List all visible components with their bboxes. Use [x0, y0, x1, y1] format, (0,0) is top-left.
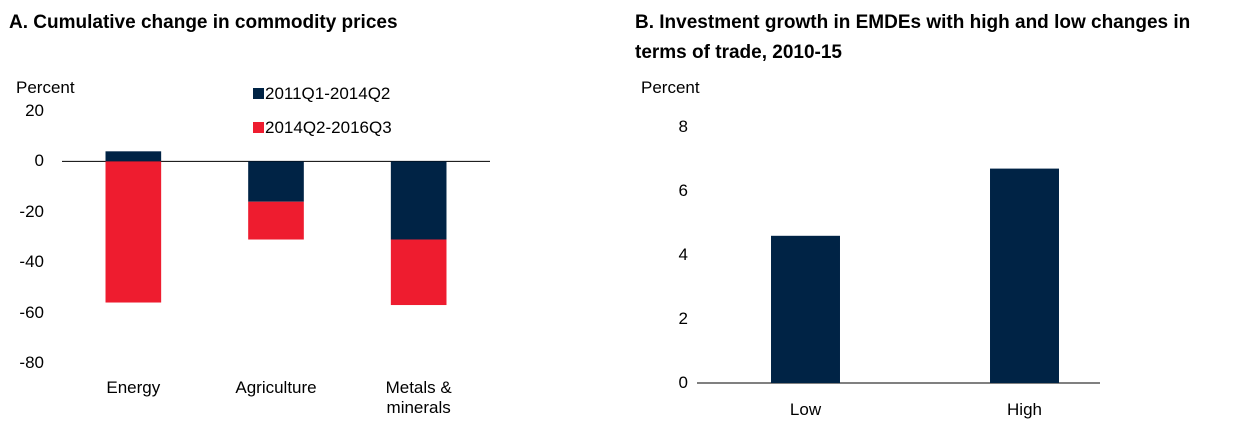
bar	[248, 161, 304, 202]
y-tick-label: -40	[19, 252, 44, 272]
y-tick-label: 2	[678, 309, 688, 328]
y-tick-label: 4	[678, 245, 688, 264]
bar	[248, 201, 304, 240]
x-tick-label: Low	[789, 400, 822, 419]
y-tick-label: -60	[19, 302, 44, 322]
legend-swatch	[253, 88, 264, 99]
y-tick-label: 6	[678, 181, 688, 200]
bar	[390, 161, 447, 240]
bar	[771, 235, 840, 383]
y-tick-label: -20	[19, 201, 44, 221]
legend-swatch	[253, 122, 264, 133]
bar	[990, 168, 1059, 383]
y-tick-label: 8	[678, 117, 688, 136]
bar	[390, 239, 447, 306]
x-tick-label: Energy	[106, 378, 161, 397]
bar	[105, 161, 162, 303]
x-tick-label: Metals & minerals	[385, 378, 452, 417]
y-axis-label: Percent	[641, 78, 700, 97]
y-tick-label: 20	[25, 101, 44, 120]
chart-title: B. Investment growth in EMDEs with high …	[635, 12, 1191, 63]
y-tick-label: 0	[678, 373, 688, 392]
x-tick-label: Agriculture	[235, 378, 317, 397]
legend-label: 2014Q2-2016Q3	[265, 118, 392, 137]
bar	[105, 151, 162, 162]
x-tick-label: High	[1007, 400, 1042, 419]
legend-label: 2011Q1-2014Q2	[265, 84, 391, 103]
y-tick-label: -80	[19, 353, 44, 372]
y-tick-label: 0	[34, 151, 44, 171]
chart-title: A. Cumulative change in commodity prices	[9, 12, 398, 33]
y-axis-label: Percent	[16, 78, 75, 97]
